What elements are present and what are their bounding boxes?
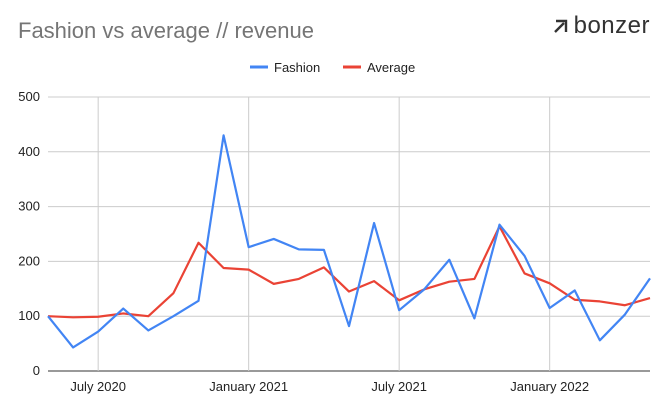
grid-lines xyxy=(48,96,650,372)
series-line-average xyxy=(47,225,651,319)
y-tick-label: 400 xyxy=(18,144,40,159)
x-tick-label: July 2021 xyxy=(371,379,427,394)
legend: Fashion Average xyxy=(250,60,415,75)
y-tick-label: 0 xyxy=(33,363,40,378)
y-tick-label: 200 xyxy=(18,253,40,268)
legend-label-average: Average xyxy=(367,60,415,75)
x-tick-label: July 2020 xyxy=(70,379,126,394)
brand-logo: bonzer xyxy=(553,12,650,40)
series-lines xyxy=(47,134,651,349)
series-line-fashion xyxy=(47,134,651,349)
y-tick-label: 100 xyxy=(18,308,40,323)
x-axis-ticks: July 2020 January 2021 July 2021 January 20… xyxy=(70,379,589,394)
bonzer-logo-icon xyxy=(553,19,567,33)
y-tick-label: 500 xyxy=(18,89,40,104)
x-tick-label: January 2022 xyxy=(510,379,589,394)
brand-name: bonzer xyxy=(573,12,650,39)
x-tick-label: January 2021 xyxy=(209,379,288,394)
chart-title: Fashion vs average // revenue xyxy=(18,18,314,43)
legend-label-fashion: Fashion xyxy=(274,60,320,75)
y-axis-ticks: 0 100 200 300 400 500 xyxy=(18,89,40,378)
y-tick-label: 300 xyxy=(18,199,40,214)
